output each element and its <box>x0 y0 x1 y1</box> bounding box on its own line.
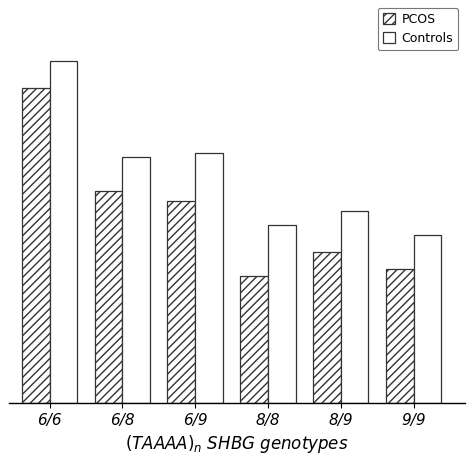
Bar <box>313 252 341 403</box>
Bar <box>195 153 223 403</box>
Bar <box>122 156 150 403</box>
Legend: PCOS, Controls: PCOS, Controls <box>378 8 458 50</box>
Bar <box>268 225 296 403</box>
Bar <box>95 191 122 403</box>
Bar <box>167 201 195 403</box>
Bar <box>386 270 413 403</box>
Bar <box>413 235 441 403</box>
Bar <box>49 61 77 403</box>
X-axis label: $(TAAAA)_n$ $SHBG$ genotypes: $(TAAAA)_n$ $SHBG$ genotypes <box>125 433 349 455</box>
Bar <box>341 211 368 403</box>
Bar <box>240 276 268 403</box>
Bar <box>22 88 49 403</box>
